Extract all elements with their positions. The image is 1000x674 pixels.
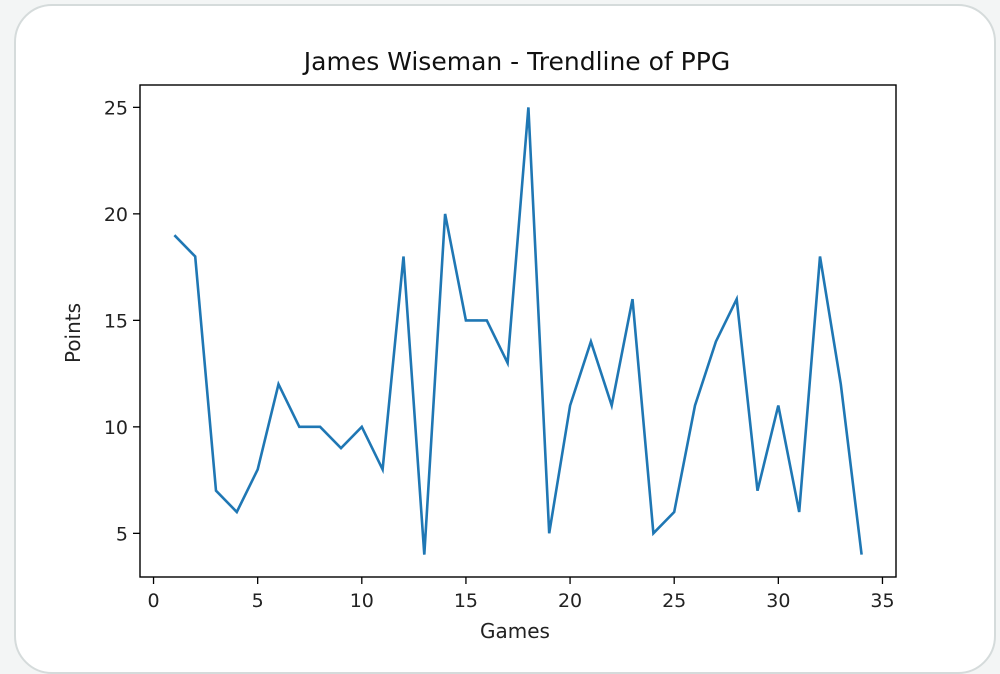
- y-tick-label: 25: [104, 97, 128, 119]
- x-axis-ticks: 0 5 10 15 20 25 30 35: [147, 577, 895, 612]
- line-chart: James Wiseman - Trendline of PPG 0 5 10 15 2…: [61, 47, 897, 643]
- y-axis-ticks: 5 10 15 20 25: [104, 97, 140, 545]
- x-tick-label: 10: [350, 590, 374, 612]
- x-tick-label: 20: [558, 590, 582, 612]
- x-axis-label: Games: [480, 619, 550, 643]
- y-tick-label: 5: [116, 523, 128, 545]
- y-axis-label: Points: [61, 303, 85, 363]
- chart-title: James Wiseman - Trendline of PPG: [302, 47, 730, 76]
- x-tick-label: 5: [252, 590, 264, 612]
- y-tick-label: 20: [104, 204, 128, 226]
- x-tick-label: 0: [147, 590, 159, 612]
- x-tick-label: 35: [870, 590, 894, 612]
- x-tick-label: 15: [454, 590, 478, 612]
- x-tick-label: 30: [766, 590, 790, 612]
- plot-frame: [139, 84, 897, 578]
- y-tick-label: 10: [104, 417, 128, 439]
- series-line-0: [173, 107, 863, 555]
- x-tick-label: 25: [662, 590, 686, 612]
- plot-area: [139, 84, 897, 578]
- y-tick-label: 15: [104, 310, 128, 332]
